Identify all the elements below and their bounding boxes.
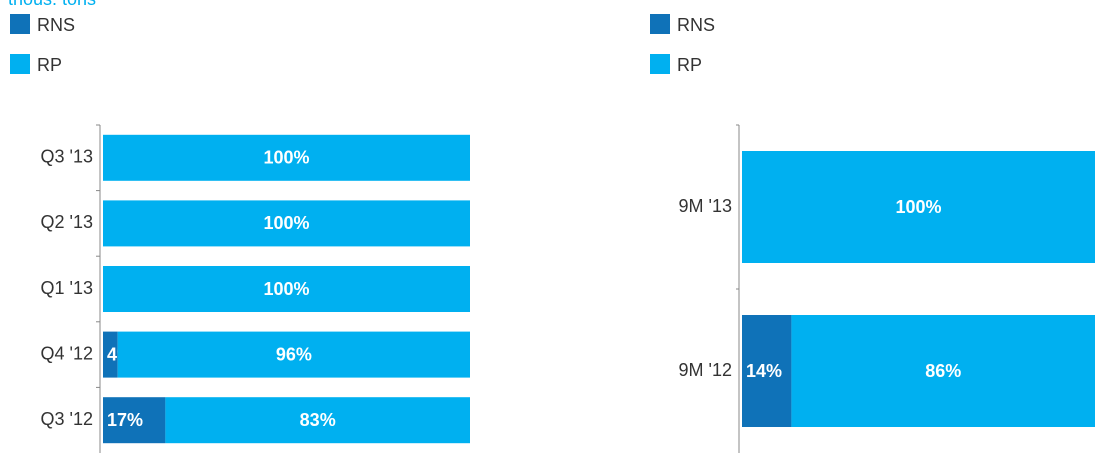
value-label: 100%	[895, 197, 941, 217]
bar-segment	[103, 134, 470, 181]
legend-swatch	[10, 54, 30, 74]
legend-swatch	[650, 54, 670, 74]
legend-label: RNS	[677, 15, 715, 35]
y-tick-label: Q2 '13	[41, 212, 93, 232]
value-label: 17%	[107, 410, 143, 430]
value-label: 14%	[746, 361, 782, 381]
bar-segment	[103, 200, 470, 247]
legend-swatch	[650, 14, 670, 34]
value-label: 100%	[263, 148, 309, 168]
value-label: 86%	[925, 361, 961, 381]
bar-segment	[742, 151, 1095, 263]
value-label: 100%	[263, 279, 309, 299]
bar-segment	[165, 397, 470, 444]
y-tick-label: 9M '13	[679, 196, 732, 216]
bar-segment	[103, 397, 166, 444]
value-label: 96%	[276, 344, 312, 364]
bar-segment	[103, 266, 470, 312]
bar-segment	[791, 315, 1095, 427]
chart-title: thous. tons	[8, 0, 96, 9]
y-tick-label: Q3 '13	[41, 147, 93, 167]
bar-segment	[742, 315, 792, 427]
bar-segment	[117, 331, 471, 378]
value-label: 100%	[263, 213, 309, 233]
bar-segment	[103, 331, 118, 378]
value-label: 83%	[300, 410, 336, 430]
legend-label: RP	[677, 55, 702, 75]
y-tick-label: Q3 '12	[41, 409, 93, 429]
y-tick-label: Q1 '13	[41, 278, 93, 298]
legend-label: RP	[37, 55, 62, 75]
legend-swatch	[10, 14, 30, 34]
y-tick-label: Q4 '12	[41, 343, 93, 363]
y-tick-label: 9M '12	[679, 360, 732, 380]
legend-label: RNS	[37, 15, 75, 35]
